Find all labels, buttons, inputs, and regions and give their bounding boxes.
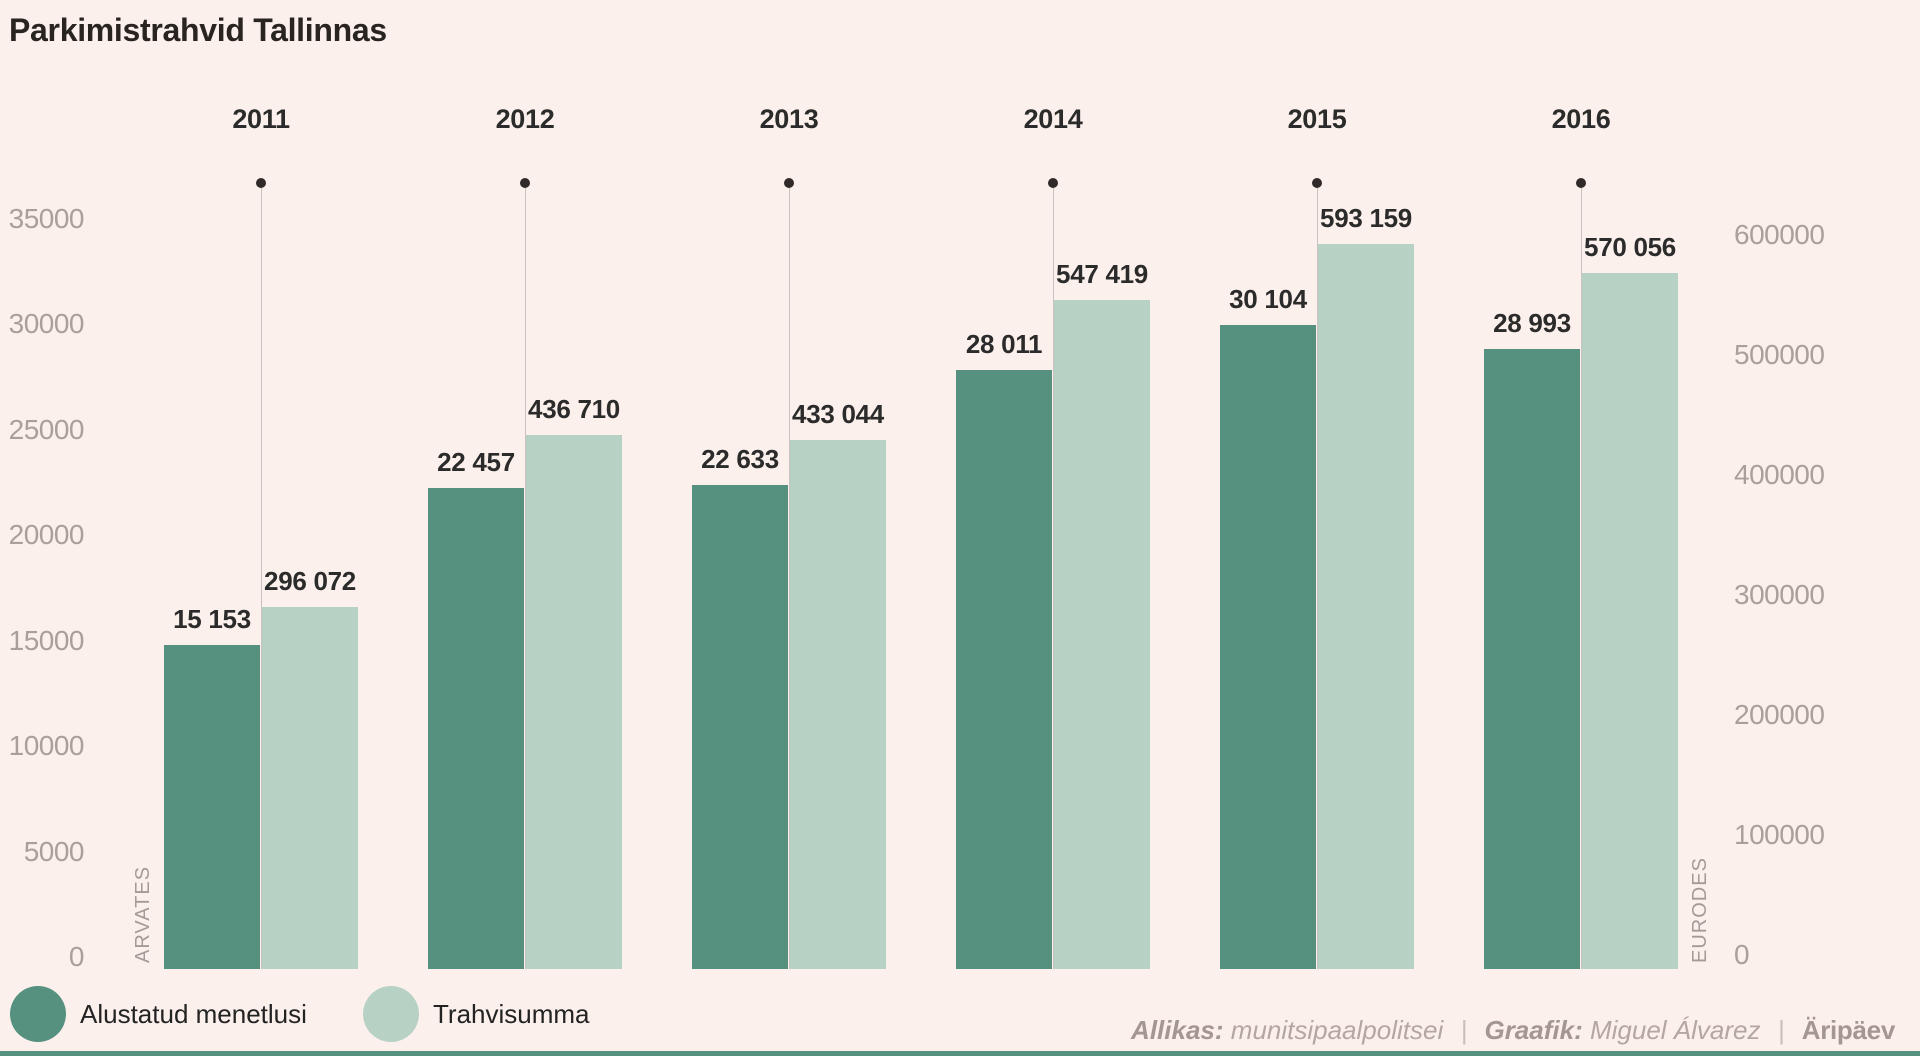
value-label-alustatud-2015: 30 104: [1229, 283, 1307, 314]
left-axis-tick-20000: 20000: [8, 519, 85, 551]
left-axis-tick-15000: 15000: [8, 624, 85, 656]
bar-trahvisumma-2011: [262, 607, 358, 969]
value-label-trahvisumma-2016: 570 056: [1584, 231, 1676, 262]
bar-trahvisumma-2016: [1582, 272, 1678, 969]
bar-alustatud-2012: [428, 488, 524, 969]
year-marker-line-2011: [260, 188, 262, 969]
left-axis-tick-25000: 25000: [8, 413, 85, 445]
year-marker-dot-2011: [256, 178, 266, 188]
value-label-alustatud-2011: 15 153: [173, 603, 251, 634]
year-marker-dot-2012: [520, 178, 530, 188]
year-label-2016: 2016: [1551, 104, 1611, 134]
right-axis-unit-label: EURODES: [1689, 857, 1711, 963]
value-label-alustatud-2013: 22 633: [701, 443, 779, 474]
left-axis-tick-35000: 35000: [8, 203, 85, 234]
credit-value: Miguel Álvarez: [1589, 1015, 1761, 1045]
left-axis-tick-5000: 5000: [23, 835, 85, 867]
right-axis-tick-600000: 600000: [1734, 219, 1825, 250]
year-marker-dot-2015: [1312, 178, 1322, 188]
page-title: Parkimistrahvid Tallinnas: [9, 12, 387, 48]
year-marker-line-2013: [788, 188, 790, 969]
source-label: Allikas:: [1131, 1015, 1224, 1045]
legend-swatch-alustatud: [10, 986, 66, 1042]
left-axis-tick-0: 0: [68, 941, 85, 972]
year-marker-line-2012: [524, 188, 526, 969]
bar-trahvisumma-2012: [526, 435, 622, 969]
year-marker-line-2016: [1580, 188, 1582, 969]
year-marker-dot-2013: [784, 178, 794, 188]
value-label-trahvisumma-2011: 296 072: [264, 566, 356, 597]
value-label-trahvisumma-2012: 436 710: [528, 394, 620, 425]
legend-label-trahvisumma: Trahvisumma: [433, 999, 590, 1029]
bottom-accent-strip: [0, 1051, 1920, 1056]
right-axis-tick-0: 0: [1734, 939, 1750, 970]
legend-swatch-trahvisumma: [363, 986, 419, 1042]
right-axis-tick-200000: 200000: [1734, 699, 1825, 730]
source-value: munitsipaalpolitsei: [1230, 1015, 1444, 1045]
left-axis-unit-label: ARVATES: [132, 865, 154, 963]
value-label-alustatud-2012: 22 457: [437, 447, 515, 478]
value-label-trahvisumma-2013: 433 044: [792, 398, 884, 429]
right-axis-tick-300000: 300000: [1734, 579, 1825, 610]
footer-credits: Allikas: munitsipaalpolitsei | Graafik: …: [1131, 1013, 1895, 1047]
legend-label-alustatud: Alustatud menetlusi: [80, 999, 307, 1029]
footer-separator-1: |: [1460, 1015, 1468, 1045]
bar-alustatud-2011: [164, 644, 260, 969]
value-label-alustatud-2016: 28 993: [1493, 307, 1571, 338]
bar-alustatud-2014: [956, 369, 1052, 969]
left-axis-tick-10000: 10000: [8, 730, 85, 762]
right-axis-tick-100000: 100000: [1734, 819, 1825, 850]
right-axis-tick-500000: 500000: [1734, 339, 1825, 370]
brand-logo-text: Äripäev: [1801, 1015, 1896, 1045]
year-marker-dot-2014: [1048, 178, 1058, 188]
right-axis-tick-400000: 400000: [1734, 459, 1825, 490]
bar-alustatud-2015: [1220, 324, 1316, 969]
value-label-trahvisumma-2014: 547 419: [1056, 259, 1148, 290]
bar-alustatud-2013: [692, 484, 788, 969]
bar-trahvisumma-2014: [1054, 300, 1150, 969]
year-marker-line-2015: [1316, 188, 1318, 969]
bar-alustatud-2016: [1484, 348, 1580, 969]
year-label-2015: 2015: [1287, 104, 1347, 134]
year-label-2011: 2011: [232, 104, 290, 134]
year-marker-dot-2016: [1576, 178, 1586, 188]
year-label-2013: 2013: [759, 104, 819, 134]
bar-trahvisumma-2013: [790, 439, 886, 969]
bar-trahvisumma-2015: [1318, 244, 1414, 969]
value-label-alustatud-2014: 28 011: [965, 328, 1043, 359]
credit-label: Graafik:: [1484, 1015, 1583, 1045]
year-marker-line-2014: [1052, 188, 1054, 969]
year-label-2014: 2014: [1023, 104, 1083, 134]
value-label-trahvisumma-2015: 593 159: [1320, 203, 1412, 234]
year-label-2012: 2012: [495, 104, 555, 134]
footer-separator-2: |: [1777, 1015, 1785, 1045]
left-axis-tick-30000: 30000: [8, 308, 85, 340]
